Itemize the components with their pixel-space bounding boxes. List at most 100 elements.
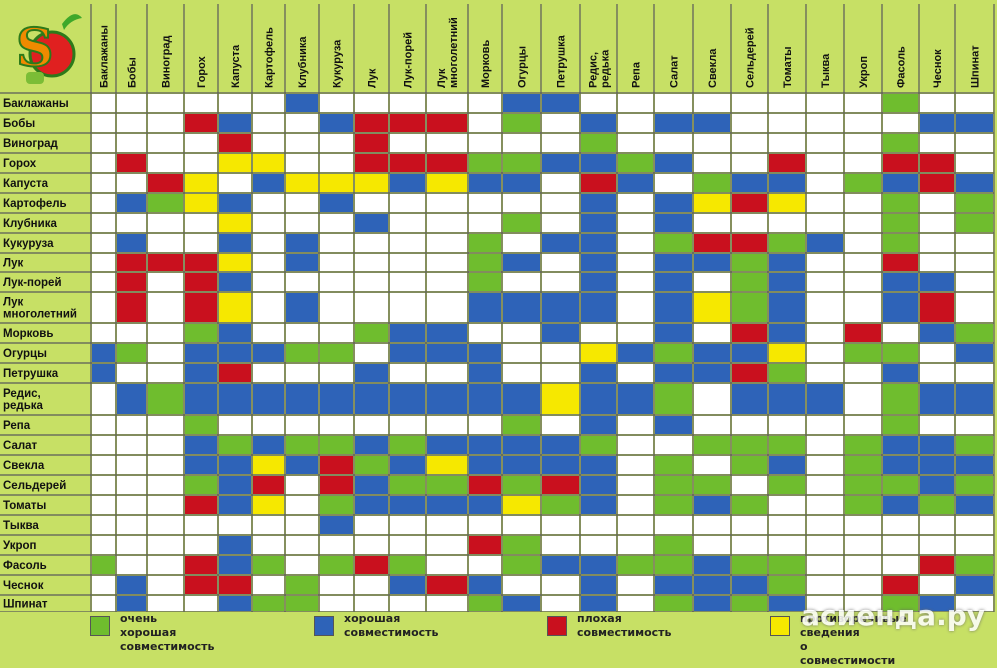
- matrix-cell: [618, 556, 653, 574]
- matrix-cell: [286, 416, 318, 434]
- matrix-cell: [618, 174, 653, 192]
- matrix-cell: [883, 293, 918, 322]
- matrix-cell: [845, 536, 881, 554]
- matrix-cell: [694, 416, 730, 434]
- matrix-cell: [148, 114, 183, 132]
- matrix-cell: [390, 596, 425, 611]
- matrix-cell: [503, 324, 540, 342]
- matrix-cell: [542, 556, 579, 574]
- matrix-cell: [542, 214, 579, 232]
- matrix-cell: [503, 114, 540, 132]
- matrix-cell: [320, 273, 353, 291]
- matrix-cell: [117, 436, 146, 454]
- matrix-cell: [320, 596, 353, 611]
- matrix-cell: [286, 324, 318, 342]
- row-label: Шпинат: [3, 599, 48, 611]
- matrix-cell: [732, 536, 767, 554]
- matrix-cell: [427, 134, 467, 152]
- matrix-cell: [92, 556, 115, 574]
- matrix-cell: [845, 556, 881, 574]
- matrix-cell: [92, 596, 115, 611]
- column-header: Свекла: [707, 48, 719, 88]
- matrix-cell: [956, 293, 993, 322]
- matrix-cell: [581, 234, 616, 252]
- matrix-cell: [956, 324, 993, 342]
- matrix-cell: [253, 194, 284, 212]
- matrix-cell: [219, 456, 251, 474]
- matrix-cell: [503, 436, 540, 454]
- matrix-cell: [503, 364, 540, 382]
- matrix-cell: [807, 344, 843, 362]
- row-label: Баклажаны: [3, 98, 69, 110]
- matrix-cell: [883, 344, 918, 362]
- matrix-cell: [185, 94, 217, 112]
- matrix-cell: [117, 174, 146, 192]
- matrix-cell: [253, 94, 284, 112]
- matrix-cell: [427, 496, 467, 514]
- matrix-cell: [92, 344, 115, 362]
- matrix-cell: [286, 174, 318, 192]
- matrix-cell: [920, 576, 954, 594]
- matrix-cell: [185, 234, 217, 252]
- row-label: Горох: [3, 158, 37, 170]
- matrix-cell: [956, 496, 993, 514]
- matrix-cell: [320, 576, 353, 594]
- matrix-cell: [469, 273, 501, 291]
- matrix-cell: [883, 536, 918, 554]
- matrix-cell: [148, 254, 183, 271]
- matrix-cell: [286, 94, 318, 112]
- matrix-cell: [732, 234, 767, 252]
- matrix-cell: [148, 576, 183, 594]
- matrix-cell: [427, 293, 467, 322]
- matrix-cell: [655, 556, 692, 574]
- matrix-cell: [469, 114, 501, 132]
- matrix-cell: [655, 416, 692, 434]
- matrix-cell: [581, 174, 616, 192]
- matrix-cell: [117, 114, 146, 132]
- matrix-cell: [219, 436, 251, 454]
- matrix-cell: [469, 596, 501, 611]
- matrix-cell: [618, 576, 653, 594]
- matrix-cell: [581, 556, 616, 574]
- matrix-cell: [655, 364, 692, 382]
- matrix-cell: [732, 416, 767, 434]
- matrix-cell: [655, 576, 692, 594]
- matrix-cell: [355, 254, 388, 271]
- matrix-cell: [920, 254, 954, 271]
- matrix-cell: [694, 456, 730, 474]
- matrix-cell: [845, 364, 881, 382]
- matrix-cell: [390, 293, 425, 322]
- column-header: Петрушка: [556, 34, 568, 88]
- matrix-cell: [253, 364, 284, 382]
- matrix-cell: [769, 456, 805, 474]
- legend-swatch: [547, 616, 567, 636]
- matrix-cell: [469, 344, 501, 362]
- matrix-cell: [581, 384, 616, 414]
- legend-label: плохая совместимость: [577, 612, 672, 639]
- matrix-cell: [845, 456, 881, 474]
- matrix-cell: [427, 576, 467, 594]
- matrix-cell: [253, 134, 284, 152]
- matrix-cell: [148, 436, 183, 454]
- matrix-cell: [503, 254, 540, 271]
- matrix-cell: [469, 293, 501, 322]
- matrix-cell: [427, 114, 467, 132]
- matrix-cell: [581, 194, 616, 212]
- matrix-cell: [769, 436, 805, 454]
- matrix-cell: [390, 94, 425, 112]
- matrix-cell: [769, 536, 805, 554]
- column-header: Горох: [196, 55, 208, 88]
- matrix-cell: [581, 596, 616, 611]
- matrix-cell: [355, 273, 388, 291]
- matrix-cell: [219, 344, 251, 362]
- legend-label: хорошая совместимость: [344, 612, 439, 639]
- matrix-cell: [503, 94, 540, 112]
- matrix-cell: [148, 384, 183, 414]
- matrix-cell: [92, 94, 115, 112]
- matrix-cell: [320, 536, 353, 554]
- matrix-cell: [694, 384, 730, 414]
- matrix-cell: [185, 324, 217, 342]
- matrix-cell: [185, 254, 217, 271]
- matrix-cell: [694, 496, 730, 514]
- column-header: Лук-порей: [403, 32, 415, 88]
